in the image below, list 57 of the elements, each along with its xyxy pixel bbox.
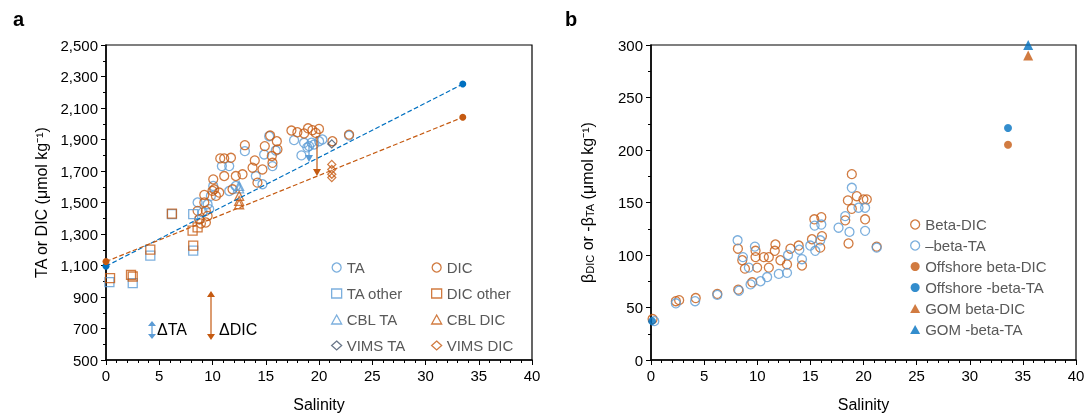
y-tick-label: 900 bbox=[72, 288, 98, 306]
legend-label: GOM beta-DIC bbox=[925, 300, 1026, 317]
y-tick-label: 1,300 bbox=[60, 225, 98, 243]
y-tick-label: 2,500 bbox=[60, 36, 98, 54]
y-tick-label: 0 bbox=[634, 351, 643, 369]
chart-title: b bbox=[565, 8, 578, 30]
x-tick-label: 15 bbox=[257, 367, 275, 384]
y-tick-label: 2,300 bbox=[60, 68, 98, 85]
y-tick-label: 200 bbox=[617, 141, 643, 159]
legend-label: GOM -beta-TA bbox=[925, 321, 1023, 338]
y-tick-label: 700 bbox=[72, 320, 98, 337]
legend-label: Beta-DIC bbox=[925, 216, 987, 233]
y-tick-label: 100 bbox=[617, 246, 643, 264]
x-tick-label: 10 bbox=[748, 367, 766, 384]
x-tick-label: 5 bbox=[155, 367, 164, 384]
x-tick-label: 30 bbox=[417, 367, 434, 384]
chart-title: a bbox=[13, 8, 25, 30]
x-axis-title: Salinity bbox=[293, 395, 345, 413]
x-tick-label: 5 bbox=[699, 367, 709, 384]
y-tick-label: 50 bbox=[626, 299, 643, 316]
y-tick-label: 300 bbox=[617, 36, 643, 54]
x-tick-label: 35 bbox=[1014, 367, 1032, 384]
y-tick-label: 250 bbox=[617, 89, 643, 106]
legend-label: TA bbox=[346, 259, 365, 276]
y-tick-label: 1,100 bbox=[60, 257, 98, 274]
legend-label: VIMS TA bbox=[346, 337, 406, 354]
y-tick-label: 1,700 bbox=[60, 162, 98, 180]
x-axis-title: Salinity bbox=[837, 395, 890, 413]
x-tick-label: 10 bbox=[204, 367, 221, 384]
legend-label: TA other bbox=[346, 285, 403, 302]
y-tick-label: 1,500 bbox=[60, 194, 98, 211]
x-tick-label: 40 bbox=[523, 367, 541, 384]
legend-label: VIMS DIC bbox=[446, 337, 514, 354]
legend-label: –beta-TA bbox=[925, 237, 986, 254]
y-axis-title: TA or DIC (μmol kg⁻¹) bbox=[33, 127, 51, 278]
annotation: ΔTA bbox=[157, 320, 188, 338]
legend-label: CBL TA bbox=[346, 311, 398, 328]
y-tick-label: 2,100 bbox=[60, 99, 98, 117]
y-tick-label: 500 bbox=[72, 351, 98, 369]
x-tick-label: 35 bbox=[470, 367, 488, 384]
x-tick-label: 25 bbox=[363, 367, 381, 384]
legend-label: CBL DIC bbox=[446, 311, 506, 328]
annotation: ΔDIC bbox=[219, 320, 258, 338]
legend-label: Offshore -beta-TA bbox=[925, 279, 1044, 296]
legend-label: Offshore beta-DIC bbox=[925, 258, 1047, 275]
x-tick-label: 0 bbox=[646, 367, 656, 384]
y-tick-label: 1,900 bbox=[60, 131, 98, 148]
x-tick-label: 0 bbox=[101, 367, 111, 384]
y-tick-label: 150 bbox=[617, 194, 643, 211]
legend-label: DIC other bbox=[446, 285, 511, 302]
x-tick-label: 20 bbox=[310, 367, 328, 384]
x-tick-label: 40 bbox=[1067, 367, 1085, 384]
x-tick-label: 25 bbox=[908, 367, 925, 384]
x-tick-label: 30 bbox=[961, 367, 979, 384]
x-tick-label: 15 bbox=[802, 367, 819, 384]
legend-label: DIC bbox=[446, 259, 473, 276]
x-tick-label: 20 bbox=[855, 367, 872, 384]
